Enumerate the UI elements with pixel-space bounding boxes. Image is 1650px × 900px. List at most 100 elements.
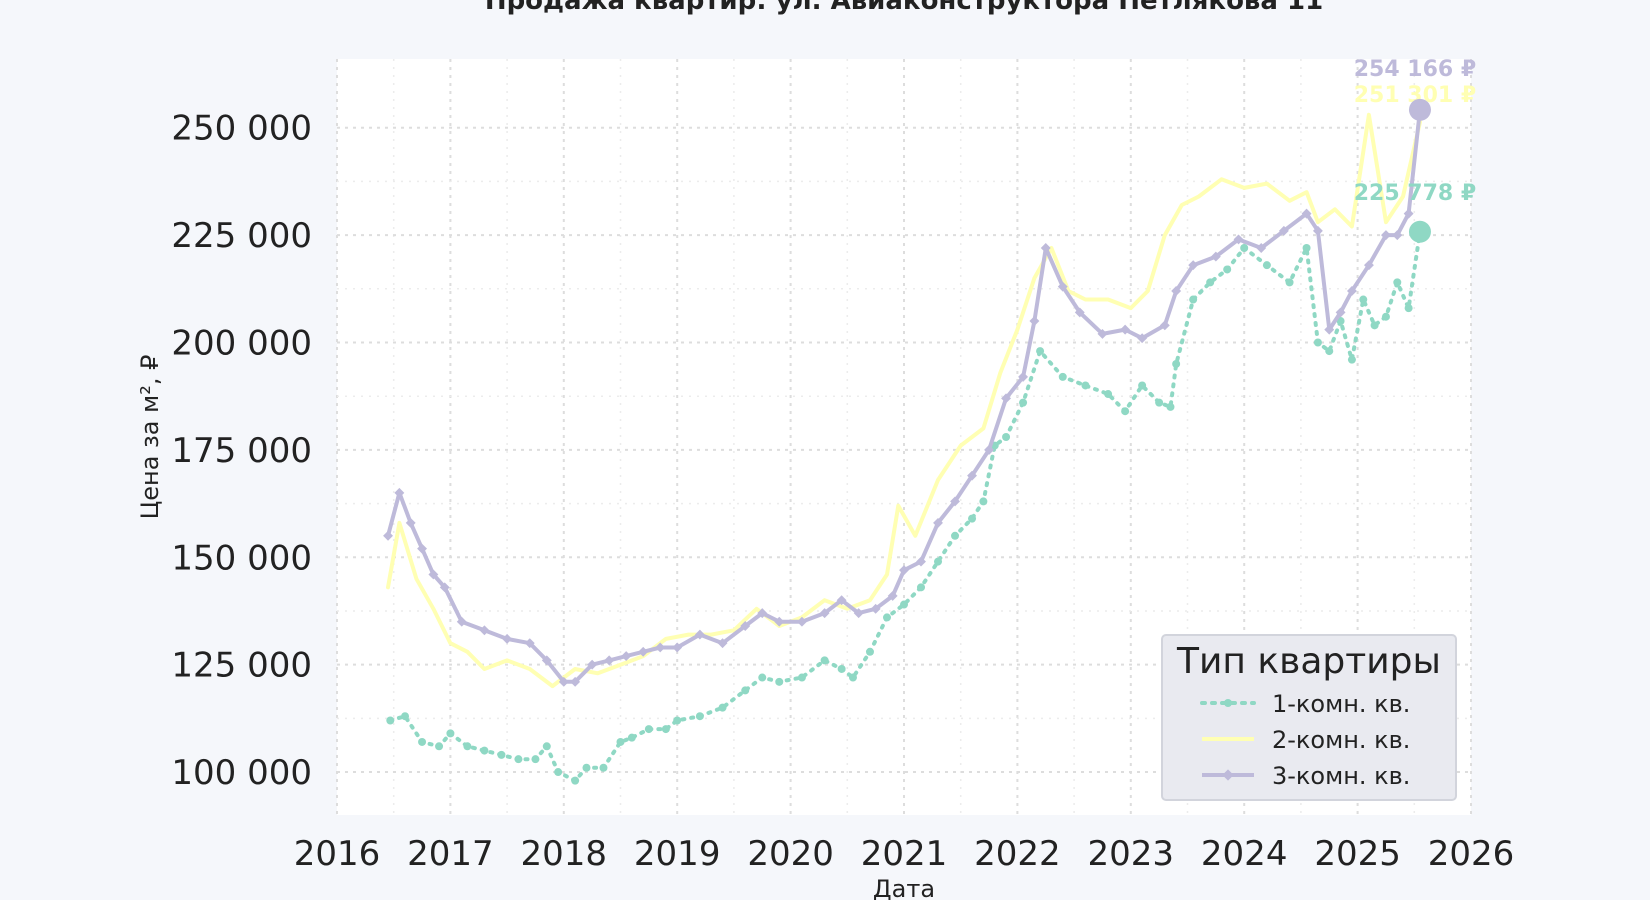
data-point-3room	[1074, 307, 1085, 318]
data-point-3room	[1381, 230, 1391, 241]
x-tick-label: 2018	[521, 834, 608, 874]
end-marker-3	[1408, 98, 1431, 121]
data-point-1room	[1121, 407, 1130, 416]
data-point-1room	[1138, 381, 1147, 390]
data-point-3room	[1120, 324, 1131, 335]
data-point-3room	[933, 517, 943, 528]
data-point-1room	[1302, 244, 1311, 252]
data-point-1room	[401, 712, 410, 721]
data-point-1room	[531, 755, 540, 764]
x-axis-label: Дата	[873, 875, 935, 900]
data-point-3room	[1324, 324, 1335, 335]
data-point-1room	[673, 716, 682, 725]
data-point-3room	[984, 444, 994, 455]
data-point-3room	[541, 655, 552, 666]
data-point-1room	[934, 557, 943, 566]
data-point-1room	[951, 531, 960, 540]
end-label-1room: 225 778 ₽	[1354, 181, 1476, 206]
x-tick-label: 2017	[407, 834, 494, 874]
data-point-3room	[1278, 225, 1289, 236]
data-point-3room	[604, 655, 615, 666]
legend-entry-1: 1-комн. кв.	[1272, 690, 1410, 718]
legend-box	[1161, 634, 1457, 801]
y-tick-label: 200 000	[171, 324, 312, 364]
legend-entry-3: 3-комн. кв.	[1272, 762, 1410, 790]
data-point-3room	[587, 659, 598, 670]
data-point-1room	[797, 673, 806, 682]
data-point-3room	[1210, 251, 1221, 262]
data-point-1room	[917, 583, 926, 592]
data-point-1room	[865, 647, 874, 656]
data-point-3room	[950, 496, 960, 507]
x-tick-label: 2019	[634, 834, 721, 874]
data-point-3room	[1188, 260, 1199, 271]
data-point-3room	[1001, 393, 1012, 404]
data-point-1room	[1370, 321, 1379, 330]
data-point-3room	[570, 676, 581, 687]
data-point-1room	[837, 664, 846, 673]
y-tick-label: 250 000	[171, 109, 312, 149]
legend-marker-1	[1224, 699, 1232, 707]
data-point-1room	[571, 776, 580, 785]
data-point-1room	[1002, 433, 1011, 441]
data-point-1room	[1223, 265, 1232, 274]
data-point-1room	[1036, 347, 1045, 356]
data-point-1room	[1325, 347, 1334, 356]
data-point-1room	[900, 600, 908, 609]
x-tick-label: 2022	[974, 834, 1061, 874]
data-point-3room	[479, 625, 490, 636]
data-point-3room	[502, 633, 513, 644]
data-point-3room	[655, 642, 666, 653]
data-point-3room	[1301, 208, 1312, 219]
data-point-1room	[599, 763, 608, 772]
data-point-3room	[774, 616, 785, 627]
data-point-1room	[718, 703, 727, 712]
data-point-3room	[524, 638, 535, 649]
y-tick-label: 150 000	[171, 538, 312, 578]
data-point-1room	[775, 677, 784, 686]
data-point-3room	[394, 487, 405, 498]
data-point-1room	[1359, 295, 1368, 304]
data-point-3room	[1057, 281, 1068, 292]
data-point-1room	[446, 729, 455, 738]
data-point-3room	[439, 582, 450, 593]
data-point-1room	[1393, 278, 1402, 287]
series-line-3	[386, 107, 1422, 684]
end-label-3room: 254 166 ₽	[1354, 57, 1476, 82]
legend-marker-3	[1222, 769, 1234, 781]
end-labels: 251 301 ₽225 778 ₽254 166 ₽	[1354, 57, 1476, 243]
data-point-3room	[836, 595, 847, 606]
data-point-1room	[582, 763, 591, 772]
data-point-1room	[1240, 244, 1249, 252]
data-point-3room	[672, 642, 683, 653]
data-point-3room	[717, 638, 728, 649]
data-point-3room	[405, 517, 416, 528]
data-point-1room	[497, 750, 506, 759]
data-point-3room	[757, 608, 768, 619]
data-point-1room	[1347, 355, 1356, 364]
series-line-2	[386, 112, 1422, 689]
data-point-1room	[1155, 398, 1164, 407]
data-point-1room	[627, 733, 636, 742]
data-point-1room	[1081, 381, 1090, 390]
data-point-1room	[463, 742, 472, 751]
data-point-1room	[1206, 278, 1215, 287]
data-point-1room	[1189, 295, 1198, 304]
data-point-1room	[542, 742, 551, 751]
data-point-3room	[694, 629, 705, 640]
data-point-1room	[661, 725, 670, 734]
data-point-3room	[621, 651, 632, 662]
data-point-3room	[417, 543, 427, 554]
x-tick-label: 2020	[747, 834, 834, 874]
x-tick-label: 2021	[861, 834, 948, 874]
data-point-3room	[558, 676, 569, 687]
data-point-3room	[796, 616, 807, 627]
data-point-1room	[1404, 304, 1413, 313]
legend-title: Тип квартиры	[1176, 641, 1441, 682]
data-point-3room	[1346, 286, 1357, 296]
data-point-1room	[418, 737, 427, 746]
series-line-1	[388, 229, 1422, 783]
y-tick-label: 225 000	[171, 216, 312, 256]
data-point-1room	[695, 712, 704, 721]
data-point-3room	[853, 608, 864, 619]
